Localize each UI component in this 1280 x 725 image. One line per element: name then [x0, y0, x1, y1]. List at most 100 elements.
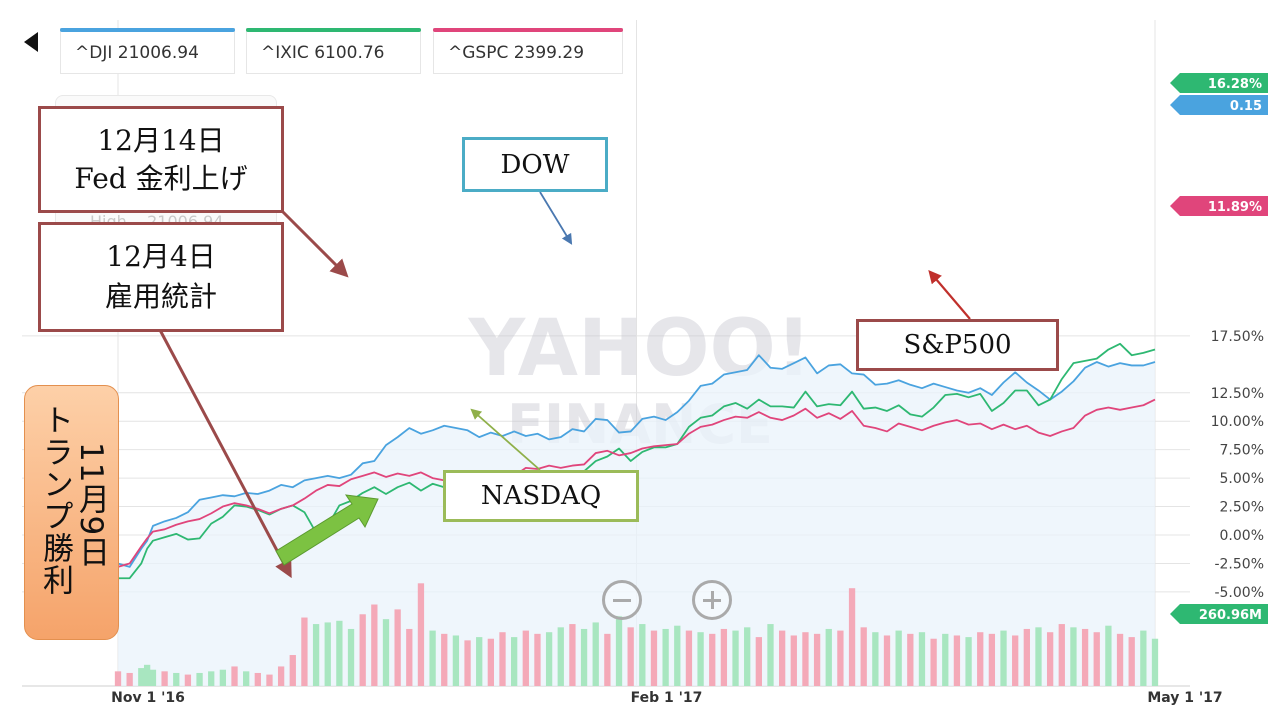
volume-bar: [301, 617, 308, 686]
volume-bar: [534, 633, 541, 686]
tab-ixic-label: ^IXIC 6100.76: [261, 43, 385, 63]
volume-bar: [347, 628, 355, 686]
volume-bar: [143, 664, 151, 686]
volume-bar: [243, 671, 250, 686]
volume-bar: [208, 671, 215, 686]
tab-dji-label: ^DJI 21006.94: [75, 43, 199, 63]
sp500-callout: S&P500: [856, 319, 1059, 371]
volume-bar: [953, 635, 961, 686]
value-flags: 16.28% 0.15 11.89% 260.96M: [1170, 73, 1268, 624]
volume-bar: [1116, 633, 1124, 686]
volume-bar: [790, 635, 797, 686]
tab-dji-color-bar: [60, 28, 235, 32]
dow-arrow: [539, 191, 573, 245]
nasdaq-callout-text: NASDAQ: [480, 481, 602, 511]
volume-bar: [1012, 635, 1019, 686]
volume-bar: [336, 620, 343, 686]
dow-callout-text: DOW: [500, 149, 570, 180]
volume-bar: [219, 669, 227, 686]
series-lines: [117, 342, 1156, 580]
volume-bar: [907, 633, 914, 686]
volume-bar: [476, 637, 483, 686]
volume-bar: [359, 614, 366, 686]
volume-bar: [639, 624, 646, 686]
volume-bar: [1035, 627, 1042, 686]
volume-bar: [487, 638, 495, 686]
value-flag: [1170, 73, 1268, 93]
volume-bar: [988, 633, 996, 686]
value-flag-label: 16.28%: [1208, 77, 1262, 92]
x-axis-labels: Nov 1 '16 Feb 1 '17 May 1 '17: [111, 690, 1223, 706]
volume-bar: [417, 583, 425, 686]
volume-bar: [371, 604, 378, 686]
fed-callout-text: Fed 金利上げ: [74, 161, 248, 195]
x-tick-label: Nov 1 '16: [111, 690, 185, 706]
volume-bar: [860, 627, 867, 686]
volume-bar: [848, 588, 856, 686]
volume-bar: [977, 632, 984, 686]
volume-bar: [627, 627, 634, 686]
value-flag-label: 260.96M: [1199, 608, 1262, 623]
fed-arrow: [281, 210, 349, 278]
volume-bar: [324, 622, 331, 686]
uptrend-arrow: [275, 494, 379, 566]
volume-bar: [709, 633, 716, 686]
y-tick-label: 0.00%: [1220, 528, 1264, 544]
volume-bar: [231, 666, 238, 686]
volume-bar: [1070, 627, 1077, 686]
volume-bar: [312, 624, 320, 686]
volume-bar: [254, 672, 261, 686]
volume-bar: [545, 632, 553, 686]
volume-bar: [511, 637, 518, 686]
tab-ixic[interactable]: ^IXIC 6100.76: [246, 28, 421, 74]
tab-gspc-color-bar: [433, 28, 623, 32]
fed-callout: 12月14日 Fed 金利上げ: [38, 106, 284, 213]
volume-bar: [720, 628, 728, 686]
tab-dji[interactable]: ^DJI 21006.94: [60, 28, 235, 74]
volume-bar: [837, 630, 844, 686]
trump-victory-text: トランプ勝利: [37, 404, 73, 596]
zoom-out-button[interactable]: [602, 580, 642, 620]
value-flag-label: 11.89%: [1208, 200, 1262, 215]
volume-bar: [767, 624, 774, 686]
volume-bar: [126, 672, 133, 686]
volume-bar: [592, 622, 599, 686]
volume-bar: [569, 624, 576, 686]
y-tick-label: -5.00%: [1214, 585, 1264, 601]
y-tick-label: 2.50%: [1220, 500, 1264, 516]
fed-callout-date: 12月14日: [97, 123, 225, 157]
volume-bar: [394, 609, 401, 686]
zoom-in-button[interactable]: [692, 580, 732, 620]
volume-bar: [604, 633, 611, 686]
sp500-arrow: [928, 269, 971, 320]
volume-bar: [744, 627, 751, 686]
nasdaq-callout: NASDAQ: [443, 470, 639, 522]
trump-victory-callout: 11月9日 トランプ勝利: [24, 385, 119, 640]
annotation-arrows: [158, 191, 971, 579]
volume-bar: [662, 628, 669, 686]
dow-line: [117, 354, 1156, 568]
volume-bar: [895, 630, 902, 686]
volume-bar: [918, 632, 926, 686]
value-flag: [1170, 95, 1268, 115]
volume-bar: [452, 635, 460, 686]
tab-gspc[interactable]: ^GSPC 2399.29: [433, 28, 623, 74]
volume-bar: [615, 615, 623, 686]
volume-bar: [732, 630, 739, 686]
volume-bar: [557, 627, 564, 686]
volume-bar: [149, 669, 157, 686]
y-tick-label: 10.00%: [1211, 414, 1264, 430]
volume-bar: [406, 628, 413, 686]
volume-bar: [1000, 630, 1007, 686]
volume-bar: [266, 674, 273, 686]
volume-bar: [813, 633, 821, 686]
volume-bar: [778, 630, 786, 686]
volume-bar: [522, 630, 529, 686]
back-arrow-icon[interactable]: [24, 32, 38, 52]
tab-gspc-label: ^GSPC 2399.29: [448, 43, 585, 63]
volume-bar: [930, 638, 937, 686]
volume-bar: [114, 671, 122, 686]
jobs-arrow: [158, 329, 292, 579]
